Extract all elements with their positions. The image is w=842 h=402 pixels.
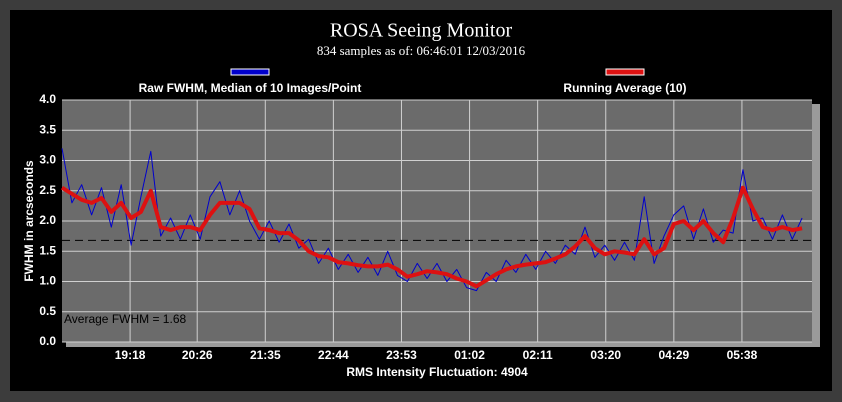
grid [62,99,812,343]
legend-swatch [605,68,645,76]
legend-label: Raw FWHM, Median of 10 Images/Point [139,81,362,95]
y-tick-label: 4.0 [39,92,56,106]
y-axis-label: FWHM in arcseconds [22,160,36,282]
legend-label: Running Average (10) [563,81,686,95]
x-tick-label: 01:02 [454,348,485,362]
chart-subtitle: 834 samples as of: 06:46:01 12/03/2016 [317,43,526,58]
x-axis-label: RMS Intensity Fluctuation: 4904 [346,365,528,379]
x-tick-label: 05:38 [727,348,758,362]
x-tick-label: 19:18 [115,348,146,362]
series-line [60,185,803,289]
x-tick-label: 21:35 [250,348,281,362]
chart-title: ROSA Seeing Monitor [330,20,513,42]
x-tick-label: 03:20 [590,348,621,362]
y-tick-label: 1.5 [39,243,56,257]
x-tick-label: 02:11 [523,348,553,362]
y-tick-label: 3.5 [39,122,56,136]
x-tick-label: 04:29 [658,348,689,362]
x-tick-label: 20:26 [182,348,213,362]
y-tick-label: 1.0 [39,274,56,288]
y-tick-label: 0.0 [39,334,56,348]
lines [60,148,803,292]
y-tick-label: 2.5 [39,183,56,197]
x-tick-label: 23:53 [386,348,417,362]
y-tick-label: 2.0 [39,213,56,227]
y-tick-label: 3.0 [39,153,56,167]
x-tick-label: 22:44 [318,348,349,362]
average-annotation: Average FWHM = 1.68 [64,312,186,326]
legend-swatch [230,68,270,76]
y-tick-label: 0.5 [39,304,56,318]
